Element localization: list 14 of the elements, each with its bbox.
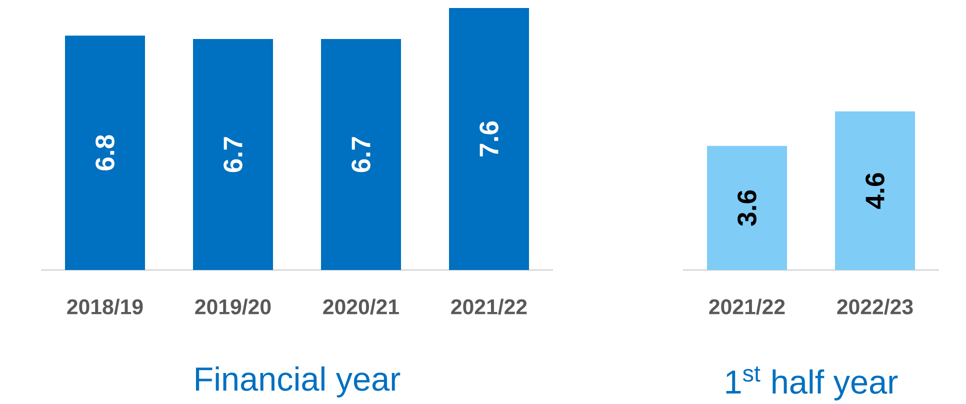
x-tick-label: 2018/19 (67, 298, 143, 315)
x-tick-label: 2020/21 (323, 298, 399, 315)
data-label: 3.6 (738, 190, 756, 226)
data-label: 6.7 (224, 137, 242, 172)
x-tick-label: 2019/20 (195, 298, 271, 315)
data-label: 6.8 (96, 135, 114, 170)
data-label: 7.6 (480, 121, 498, 156)
x-tick-label: 2022/23 (837, 298, 913, 315)
x-tick-label: 2021/22 (451, 298, 527, 315)
data-label: 6.7 (352, 137, 370, 172)
x-tick-label: 2021/22 (709, 298, 785, 315)
data-label: 4.6 (866, 173, 884, 209)
x-axis-title: Financial year (196, 366, 400, 398)
x-axis-title: 1$^{st}$ half year (726, 366, 898, 400)
